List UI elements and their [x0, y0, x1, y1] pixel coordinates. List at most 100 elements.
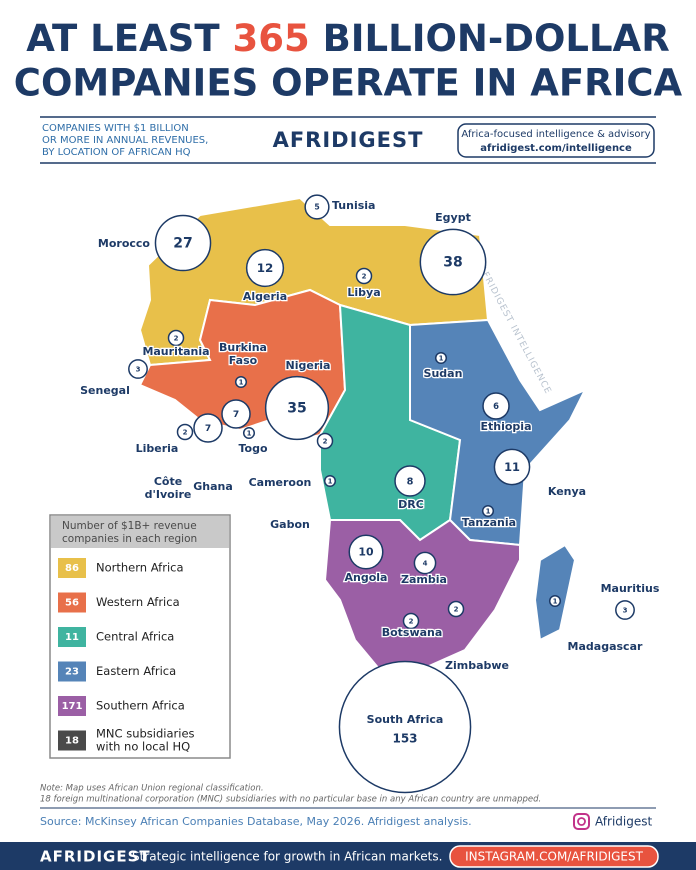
country-label: Tunisia	[332, 199, 375, 212]
country-label: Egypt	[435, 211, 471, 224]
country-label: Burkina	[219, 341, 267, 354]
bubble-value: 2	[174, 335, 179, 343]
bubble	[548, 594, 562, 608]
country-label: Mauritius	[601, 582, 660, 595]
bubble	[245, 248, 285, 288]
bubble	[221, 399, 251, 429]
bubble-value: 1	[439, 355, 444, 363]
bubble-value: 8	[407, 477, 414, 488]
legend-value: 18	[65, 736, 79, 747]
country-label: Tanzania	[462, 516, 516, 529]
bubble-value: 1	[247, 430, 252, 438]
bubble-value: 10	[358, 546, 374, 559]
country-label: Mauritania	[142, 345, 209, 358]
country-label: Madagascar	[568, 640, 643, 653]
legend-title: companies in each region	[62, 533, 197, 545]
legend-title: Number of $1B+ revenue	[62, 520, 197, 532]
country-label: Algeria	[243, 290, 287, 303]
legend-label: with no local HQ	[96, 740, 190, 754]
bubble-value: 1	[553, 598, 558, 606]
country-label: Morocco	[98, 237, 151, 250]
country-label: Zimbabwe	[445, 659, 509, 672]
bubble-value: 2	[454, 606, 459, 614]
title-total: 365	[232, 17, 309, 60]
country-label: Faso	[229, 354, 258, 367]
country-label: Togo	[238, 442, 267, 455]
instagram-button[interactable]	[449, 845, 659, 868]
country-label: Botswana	[382, 626, 443, 639]
bubble-value: 12	[257, 261, 274, 275]
bubble-value: 3	[623, 607, 628, 615]
bubble	[234, 375, 248, 389]
source: Source: McKinsey African Companies Datab…	[40, 815, 472, 828]
instagram-icon	[577, 817, 586, 826]
bubble-value: 7	[205, 424, 211, 434]
bubble	[493, 448, 531, 486]
country-label: d'Ivoire	[145, 488, 192, 501]
bubble	[355, 267, 373, 285]
legend-swatch	[58, 730, 86, 751]
bubble-value: 2	[323, 438, 328, 446]
bubble	[615, 600, 635, 620]
subtitle-line: BY LOCATION OF AFRICAN HQ	[42, 147, 191, 158]
title-line-1: AT LEAST 365 BILLION-DOLLAR	[26, 17, 669, 60]
bubble-value: 7	[233, 410, 239, 420]
bubble-value: 35	[287, 401, 306, 417]
brand: AFRIDIGEST	[273, 128, 424, 152]
country-label: Liberia	[136, 442, 179, 455]
legend-swatch	[58, 627, 86, 647]
title-line-2: COMPANIES OPERATE IN AFRICA	[14, 62, 683, 105]
footer-brand: AFRIDIGEST	[40, 848, 151, 866]
legend-label: Northern Africa	[96, 561, 184, 575]
legend-swatch	[58, 558, 86, 578]
bubble	[264, 375, 330, 441]
bubble	[193, 413, 223, 443]
legend-header	[51, 516, 229, 548]
note: 18 foreign multinational corporation (MN…	[40, 795, 541, 805]
bubble	[419, 228, 487, 296]
legend-label: Southern Africa	[96, 699, 185, 713]
subtitle: COMPANIES WITH $1 BILLION OR MORE IN ANN…	[42, 123, 208, 158]
legend-value: 56	[65, 598, 79, 609]
subtitle-line: OR MORE IN ANNUAL REVENUES,	[42, 135, 208, 146]
bubble	[323, 474, 337, 488]
legend-swatch	[58, 696, 86, 716]
legend-label: Central Africa	[96, 630, 174, 644]
bubble	[176, 423, 194, 441]
country-label: Kenya	[548, 485, 586, 498]
bubble	[242, 426, 256, 440]
bubble-value: 5	[314, 203, 319, 212]
note: Note: Map uses African Union regional cl…	[40, 784, 264, 794]
legend-label: MNC subsidiaries	[96, 727, 195, 741]
country-label: Nigeria	[286, 359, 331, 372]
bubble-value: 1	[328, 478, 333, 486]
country-label: Zambia	[401, 573, 447, 586]
legend-swatch	[58, 661, 86, 682]
subtitle-line: COMPANIES WITH $1 BILLION	[42, 123, 189, 134]
bubble	[167, 329, 185, 347]
bubble-value: 1	[486, 508, 491, 516]
legend-label: Western Africa	[96, 595, 180, 609]
tagline: Africa-focused intelligence & advisory	[461, 129, 650, 140]
bubble-value: 38	[443, 255, 462, 271]
legend: 86 Northern Africa 56 Western Africa 11 Centr…	[58, 558, 195, 754]
bubble	[394, 465, 426, 497]
bubble-value: 6	[493, 401, 499, 411]
footer-tagline: Strategic intelligence for growth in Afr…	[132, 850, 442, 864]
country-label: Ethiopia	[481, 420, 532, 433]
instagram-icon	[573, 813, 590, 830]
legend-value: 86	[65, 563, 79, 574]
bubble-value: 2	[183, 429, 188, 437]
legend-value: 171	[62, 701, 83, 712]
bubble-value: 4	[423, 560, 428, 568]
bubble-value: 153	[392, 732, 417, 746]
instagram-handle: Afridigest	[595, 815, 652, 829]
bubble	[154, 214, 212, 272]
bubble	[413, 551, 437, 575]
title-prefix: AT LEAST	[26, 17, 220, 60]
instagram-button-label[interactable]: INSTAGRAM.COM/AFRIDIGEST	[465, 850, 644, 864]
country-label: Gabon	[270, 518, 310, 531]
legend-swatch	[58, 592, 86, 613]
bubble-value: 2	[362, 273, 367, 281]
